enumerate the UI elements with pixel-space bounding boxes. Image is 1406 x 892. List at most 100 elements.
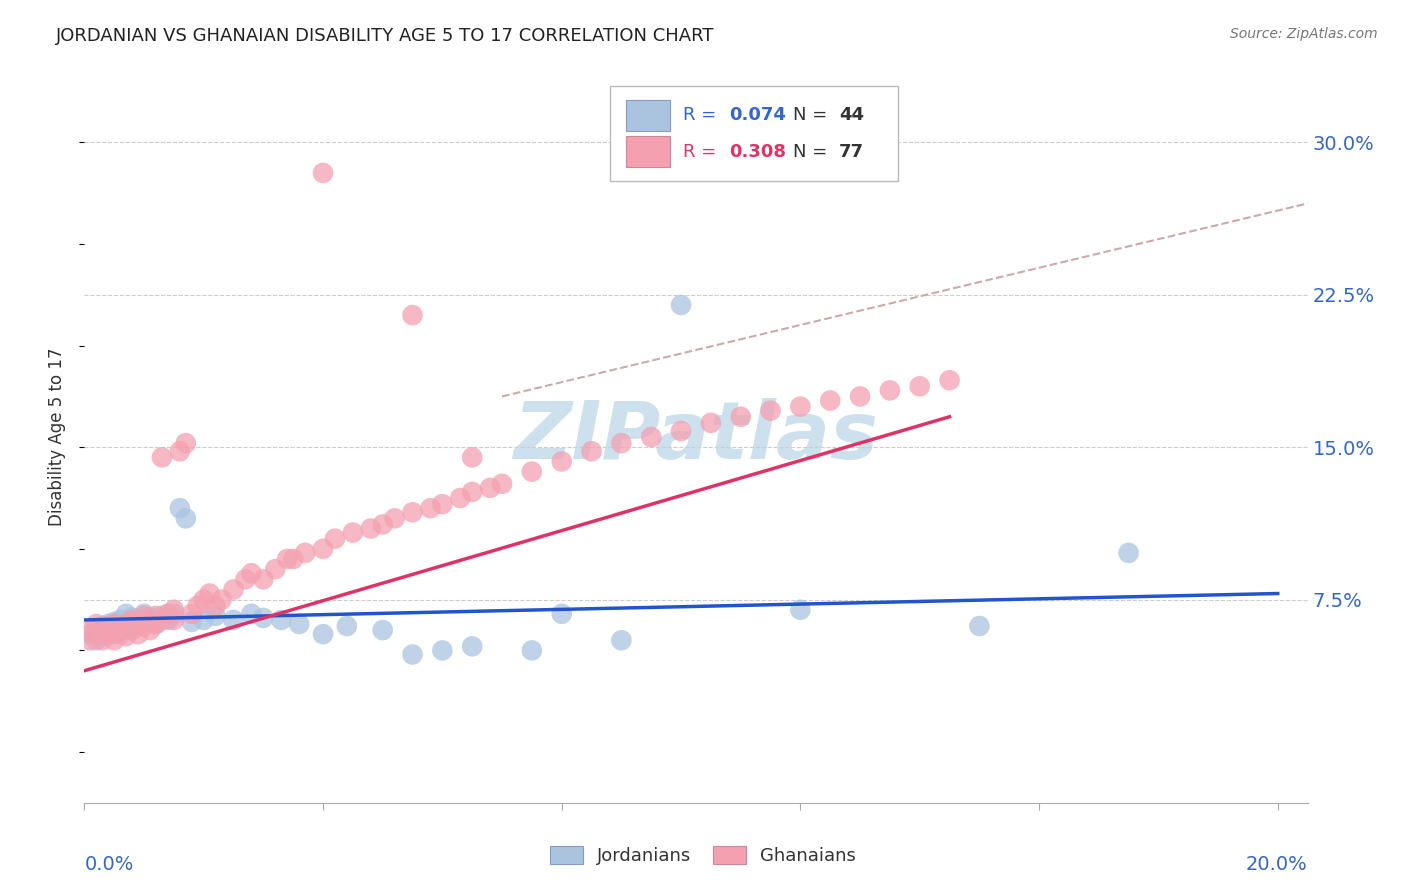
Point <box>169 501 191 516</box>
Point <box>240 566 263 581</box>
Point <box>193 592 215 607</box>
Point <box>461 485 484 500</box>
Point <box>163 603 186 617</box>
Point <box>312 166 335 180</box>
Point <box>145 617 167 632</box>
Point <box>79 623 101 637</box>
Point <box>222 582 245 597</box>
Point <box>461 640 484 654</box>
Point <box>91 623 114 637</box>
Point <box>84 623 107 637</box>
FancyBboxPatch shape <box>626 136 671 167</box>
Point <box>139 611 162 625</box>
Point <box>103 617 125 632</box>
Point <box>520 643 543 657</box>
Point <box>610 633 633 648</box>
Point <box>103 627 125 641</box>
Point <box>121 611 143 625</box>
Point <box>121 619 143 633</box>
Point <box>294 546 316 560</box>
Point <box>908 379 931 393</box>
Text: R =: R = <box>682 143 721 161</box>
Point <box>270 613 292 627</box>
Point <box>342 525 364 540</box>
Point <box>938 373 960 387</box>
Point <box>401 648 423 662</box>
Point <box>818 393 841 408</box>
Point <box>103 615 125 629</box>
Point <box>432 497 454 511</box>
Point <box>849 389 872 403</box>
Point <box>150 613 173 627</box>
Point <box>252 572 274 586</box>
Point <box>288 617 311 632</box>
Point <box>108 623 131 637</box>
Point <box>610 436 633 450</box>
Point <box>336 619 359 633</box>
Point <box>252 611 274 625</box>
Point <box>312 627 335 641</box>
Point <box>150 450 173 465</box>
Point <box>669 298 692 312</box>
Text: 0.074: 0.074 <box>728 106 786 124</box>
Text: 20.0%: 20.0% <box>1246 855 1308 874</box>
Point <box>180 607 202 621</box>
Point <box>371 517 394 532</box>
Point <box>139 613 162 627</box>
Text: N =: N = <box>793 106 832 124</box>
Point <box>132 607 155 621</box>
Point <box>169 444 191 458</box>
Point <box>97 625 120 640</box>
Point <box>115 607 138 621</box>
Point <box>79 627 101 641</box>
Text: N =: N = <box>793 143 832 161</box>
Point <box>401 308 423 322</box>
Point <box>789 400 811 414</box>
Point <box>551 454 574 468</box>
Point <box>115 617 138 632</box>
Point <box>108 613 131 627</box>
Point <box>264 562 287 576</box>
Point <box>759 403 782 417</box>
Point <box>879 384 901 398</box>
Point <box>145 617 167 632</box>
Point <box>789 603 811 617</box>
Point <box>551 607 574 621</box>
Point <box>419 501 441 516</box>
Text: ZIPatlas: ZIPatlas <box>513 398 879 476</box>
Point <box>108 619 131 633</box>
Point <box>204 608 226 623</box>
Point <box>91 619 114 633</box>
Text: 0.308: 0.308 <box>728 143 786 161</box>
Text: 44: 44 <box>839 106 865 124</box>
Point <box>198 586 221 600</box>
Point <box>163 613 186 627</box>
Point <box>132 619 155 633</box>
Point <box>103 633 125 648</box>
Point <box>479 481 502 495</box>
Point <box>84 617 107 632</box>
FancyBboxPatch shape <box>626 100 671 130</box>
Point <box>371 623 394 637</box>
Point <box>121 613 143 627</box>
Point <box>84 627 107 641</box>
Point <box>581 444 603 458</box>
Point <box>312 541 335 556</box>
Point <box>235 572 257 586</box>
Point <box>283 552 305 566</box>
Point <box>127 617 149 632</box>
Point <box>222 613 245 627</box>
Point <box>145 608 167 623</box>
Text: R =: R = <box>682 106 721 124</box>
Point <box>491 476 513 491</box>
Text: 0.0%: 0.0% <box>84 855 134 874</box>
Point <box>121 623 143 637</box>
Point <box>187 599 209 613</box>
Point <box>640 430 662 444</box>
Point <box>97 619 120 633</box>
Y-axis label: Disability Age 5 to 17: Disability Age 5 to 17 <box>48 348 66 526</box>
Point <box>150 608 173 623</box>
Point <box>276 552 298 566</box>
Point <box>132 608 155 623</box>
Legend: Jordanians, Ghanaians: Jordanians, Ghanaians <box>541 837 865 874</box>
